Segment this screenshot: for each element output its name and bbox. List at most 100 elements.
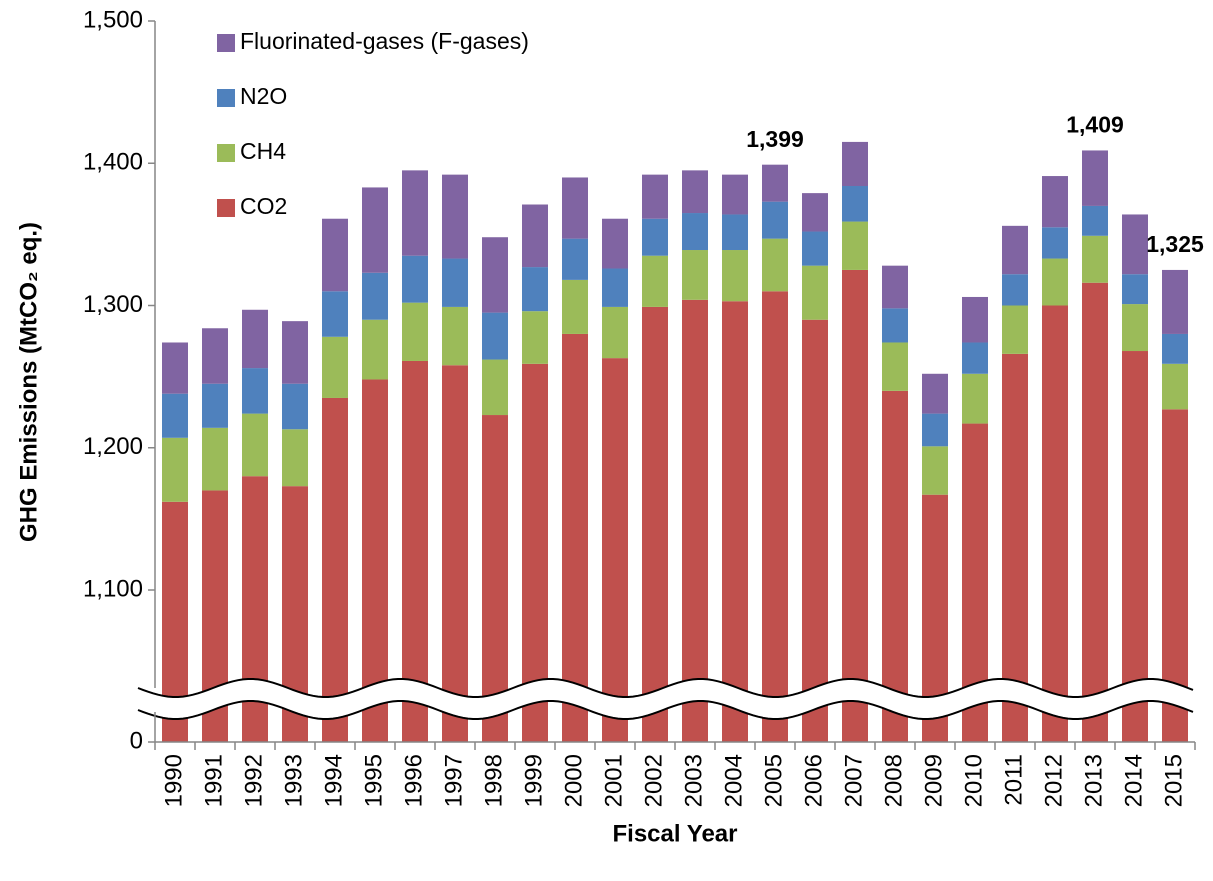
legend-label: CO2 xyxy=(240,193,287,219)
bar-segment xyxy=(1002,305,1028,354)
legend-swatch xyxy=(217,34,235,52)
total-label: 1,409 xyxy=(1066,112,1124,138)
bar-segment xyxy=(202,383,228,428)
axis-break-line xyxy=(137,678,1194,698)
bar-segment xyxy=(1002,225,1028,275)
bar-segment xyxy=(842,221,868,270)
x-tick-label: 2004 xyxy=(720,754,747,807)
bar-segment xyxy=(962,296,988,343)
bar-segment xyxy=(802,319,828,742)
x-tick-label: 1994 xyxy=(320,754,347,807)
bars xyxy=(162,141,1188,742)
y-axis-title: GHG Emissions (MtCO₂ eq.) xyxy=(15,222,42,542)
bar-segment xyxy=(442,365,468,742)
bar-segment xyxy=(362,319,388,380)
y-tick-label: 0 xyxy=(130,727,143,754)
axis-break-line xyxy=(137,700,1194,720)
bar-segment xyxy=(562,238,588,280)
x-tick-label: 2011 xyxy=(1000,754,1027,806)
bar-segment xyxy=(682,170,708,214)
bar-segment xyxy=(242,368,268,414)
x-tick-label: 1998 xyxy=(480,754,507,807)
y-tick-label: 1,100 xyxy=(83,575,143,602)
bar-segment xyxy=(762,201,788,239)
bar-segment xyxy=(282,383,308,430)
bar-segment xyxy=(762,291,788,742)
bar-segment xyxy=(762,164,788,202)
bar-segment xyxy=(642,306,668,742)
bar-segment xyxy=(162,437,188,502)
bar-segment xyxy=(562,333,588,742)
bar-segment xyxy=(962,373,988,424)
bar-segment xyxy=(722,174,748,215)
x-tick-label: 2014 xyxy=(1120,754,1147,807)
bar-segment xyxy=(602,306,628,359)
bar-segment xyxy=(402,170,428,256)
x-tick-label: 2002 xyxy=(640,754,667,807)
bar-segment xyxy=(202,328,228,384)
bar-segment xyxy=(242,309,268,369)
bar-segment xyxy=(482,359,508,416)
x-tick-label: 1995 xyxy=(360,754,387,807)
bar-segment xyxy=(322,397,348,742)
bar-segment xyxy=(482,237,508,313)
x-tick-label: 2000 xyxy=(560,754,587,807)
x-tick-label: 1993 xyxy=(280,754,307,807)
bar-segment xyxy=(762,238,788,292)
x-tick-label: 2008 xyxy=(880,754,907,807)
bar-segment xyxy=(1002,274,1028,306)
x-tick-label: 1990 xyxy=(160,754,187,807)
bar-segment xyxy=(1122,351,1148,742)
bar-segment xyxy=(722,250,748,302)
bar-segment xyxy=(562,177,588,239)
bar-segment xyxy=(1082,150,1108,206)
bar-segment xyxy=(162,342,188,394)
bar-segment xyxy=(802,193,828,232)
bar-segment xyxy=(962,342,988,374)
bar-segment xyxy=(1042,258,1068,306)
y-tick-label: 1,200 xyxy=(83,433,143,460)
bar-segment xyxy=(602,268,628,307)
bar-segment xyxy=(882,308,908,343)
bar-segment xyxy=(482,312,508,360)
bar-segment xyxy=(1002,353,1028,742)
bar-segment xyxy=(842,269,868,742)
bar-segment xyxy=(682,250,708,300)
bar-segment xyxy=(602,218,628,269)
bar-segment xyxy=(642,218,668,256)
bar-segment xyxy=(442,306,468,366)
bar-segment xyxy=(882,342,908,391)
bar-segment xyxy=(802,265,828,320)
bar-segment xyxy=(682,213,708,251)
bar-segment xyxy=(442,174,468,259)
bar-segment xyxy=(362,187,388,273)
bar-segment xyxy=(1082,282,1108,742)
bar-segment xyxy=(562,279,588,334)
y-tick-label: 1,300 xyxy=(83,291,143,318)
y-tick-label: 1,400 xyxy=(83,149,143,176)
bar-segment xyxy=(642,174,668,219)
bar-segment xyxy=(842,141,868,187)
bar-segment xyxy=(1042,176,1068,228)
bar-segment xyxy=(522,204,548,268)
x-tick-label: 2015 xyxy=(1160,754,1187,807)
x-tick-label: 2007 xyxy=(840,754,867,807)
bar-segment xyxy=(482,415,508,742)
x-tick-label: 2010 xyxy=(960,754,987,807)
bar-segment xyxy=(202,427,228,491)
bar-segment xyxy=(322,291,348,337)
bar-segment xyxy=(1162,269,1188,334)
bar-segment xyxy=(402,302,428,361)
bar-segment xyxy=(1122,214,1148,275)
legend-label: N2O xyxy=(240,83,287,109)
x-axis-title: Fiscal Year xyxy=(613,820,738,847)
bar-segment xyxy=(1042,305,1068,742)
x-tick-label: 1996 xyxy=(400,754,427,807)
y-tick-label: 1,500 xyxy=(83,6,143,33)
bar-segment xyxy=(322,218,348,292)
legend-label: CH4 xyxy=(240,138,286,164)
bar-segment xyxy=(602,358,628,742)
axis-break-fill xyxy=(138,679,1193,719)
bar-segment xyxy=(442,258,468,307)
